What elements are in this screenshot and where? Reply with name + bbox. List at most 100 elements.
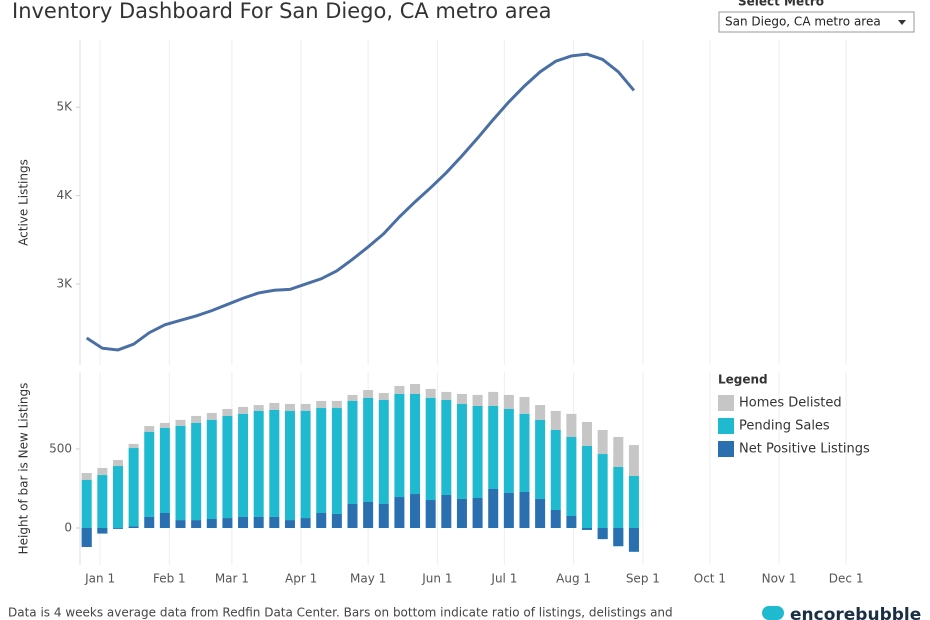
bar-segment: [128, 443, 139, 449]
y-tick-label: 4K: [56, 188, 73, 202]
bar-segment: [472, 497, 483, 529]
bar-segment: [425, 397, 436, 501]
bar-segment: [363, 501, 374, 529]
bar-segment: [316, 408, 327, 513]
selector-value[interactable]: San Diego, CA metro area: [725, 15, 881, 29]
bar-segment: [316, 400, 327, 409]
bar-segment: [503, 492, 514, 529]
bar-segment: [206, 419, 217, 520]
bar-segment: [144, 426, 155, 432]
bar-segment: [472, 405, 483, 498]
legend-swatch: [718, 418, 734, 434]
bar-segment: [488, 391, 499, 406]
bar-segment: [347, 400, 358, 504]
bar-segment: [613, 528, 624, 547]
legend-swatch: [718, 441, 734, 457]
bar-segment: [81, 473, 92, 480]
selector-arrow[interactable]: [898, 20, 906, 25]
bar-segment: [425, 500, 436, 529]
bar-segment: [238, 413, 249, 517]
bar-segment: [519, 396, 530, 414]
legend-title: Legend: [718, 373, 768, 387]
bar-segment: [394, 497, 405, 529]
footer-note: Data is 4 weeks average data from Redfin…: [8, 606, 673, 620]
bar-segment: [597, 454, 608, 540]
bar-segment: [206, 412, 217, 420]
bar-segment: [582, 445, 593, 530]
bar-segment: [597, 430, 608, 455]
y-axis-label: Height of bar is New Listings: [17, 383, 31, 555]
bar-segment: [144, 516, 155, 529]
bar-segment: [363, 397, 374, 502]
x-tick-label: Jun 1: [421, 572, 452, 586]
bar-segment: [503, 408, 514, 493]
legend-label: Pending Sales: [739, 419, 830, 434]
legend-label: Net Positive Listings: [739, 442, 870, 457]
x-tick-label: Feb 1: [153, 572, 186, 586]
bar-segment: [331, 513, 342, 529]
bar-segment: [300, 518, 311, 529]
bar-segment: [441, 391, 452, 400]
bar-segment: [488, 405, 499, 489]
x-tick-label: Mar 1: [215, 572, 249, 586]
bar-segment: [175, 520, 186, 529]
bar-segment: [191, 520, 202, 529]
bar-segment: [253, 516, 264, 529]
bar-segment: [316, 512, 327, 529]
bar-segment: [97, 475, 108, 534]
bar-segment: [472, 394, 483, 406]
bar-segment: [394, 393, 405, 498]
x-tick-label: Apr 1: [285, 572, 317, 586]
bar-segment: [582, 528, 593, 530]
bar-segment: [175, 419, 186, 426]
bar-segment: [628, 445, 639, 477]
y-tick-label: 0: [64, 521, 72, 535]
bar-segment: [175, 425, 186, 521]
bar-segment: [550, 509, 561, 529]
bar-segment: [582, 421, 593, 446]
dashboard-title: Inventory Dashboard For San Diego, CA me…: [12, 0, 552, 23]
bar-segment: [613, 466, 624, 547]
bar-segment: [222, 408, 233, 416]
bar-segment: [410, 393, 421, 495]
logo-icon: [762, 606, 784, 620]
bar-segment: [566, 515, 577, 529]
bar-segment: [519, 413, 530, 492]
bar-segment: [566, 413, 577, 437]
bar-segment: [238, 406, 249, 414]
bar-segment: [284, 520, 295, 529]
bar-segment: [410, 384, 421, 394]
bar-segment: [159, 422, 170, 428]
bar-segment: [269, 516, 280, 529]
bar-segment: [128, 448, 139, 527]
bar-segment: [81, 479, 92, 547]
bar-segment: [535, 419, 546, 499]
bar-segment: [347, 394, 358, 401]
bar-segment: [284, 403, 295, 411]
bar-segment: [410, 494, 421, 529]
bar-segment: [284, 410, 295, 521]
x-tick-label: Jan 1: [84, 572, 115, 586]
bar-segment: [159, 512, 170, 529]
y-tick-label: 500: [49, 441, 72, 455]
bar-segment: [378, 503, 389, 529]
x-tick-label: Aug 1: [556, 572, 591, 586]
bar-segment: [535, 498, 546, 529]
bar-segment: [456, 403, 467, 499]
bar-segment: [378, 399, 389, 504]
bar-segment: [128, 526, 139, 529]
y-tick-label: 5K: [56, 100, 73, 114]
selector-box[interactable]: [718, 11, 915, 33]
bar-segment: [269, 409, 280, 517]
bar-segment: [159, 427, 170, 513]
x-tick-label: Jul 1: [490, 572, 517, 586]
bar-segment: [206, 519, 217, 529]
bar-segment: [597, 528, 608, 540]
bar-segment: [144, 431, 155, 517]
bar-segment: [191, 415, 202, 423]
bar-segment: [112, 460, 123, 467]
bar-segment: [441, 494, 452, 529]
selector-label: Select Metro: [738, 0, 824, 9]
bar-segment: [441, 399, 452, 495]
